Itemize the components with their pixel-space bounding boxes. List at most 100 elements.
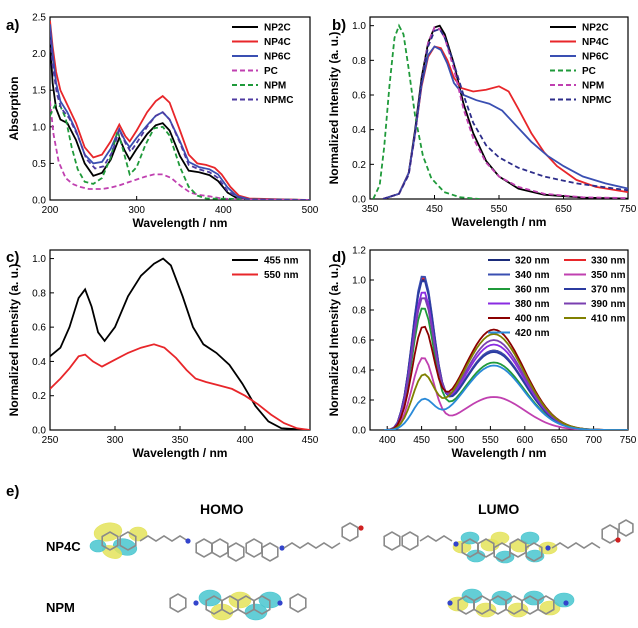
- legend-entry: 420 nm: [515, 328, 550, 339]
- orbital-lobe: [475, 602, 497, 618]
- legend-entry: NP6C: [264, 52, 291, 63]
- ring-bond: [401, 531, 419, 551]
- x-tick-label: 700: [585, 435, 602, 446]
- x-tick-label: 400: [379, 435, 396, 446]
- x-tick-label: 250: [42, 435, 59, 446]
- x-tick-label: 350: [362, 204, 379, 215]
- series-line-pc: [50, 101, 310, 200]
- orbital-lobe: [490, 531, 510, 545]
- y-tick-label: 0.6: [352, 336, 366, 347]
- y-axis-title: Absorption: [7, 77, 21, 141]
- x-tick-label: 550: [491, 204, 508, 215]
- chart-panel-c: 250 300 350 400 450 0.0 0.2 0.4 0.6 0.8 1.0 Wavelen…: [7, 249, 319, 460]
- y-tick-label: 2.5: [32, 13, 46, 24]
- legend-entry: NP2C: [264, 23, 291, 34]
- heteroatom: [447, 600, 453, 606]
- legend-entry: PC: [264, 66, 278, 77]
- y-tick-label: 0.4: [32, 357, 46, 368]
- y-tick-label: 2.0: [32, 49, 46, 60]
- y-tick-label: 0.2: [32, 391, 46, 402]
- x-axis-title: Wavelength / nm: [452, 215, 547, 229]
- ring-bond: [341, 522, 359, 542]
- np4c-lumo-orbital: [383, 519, 634, 564]
- y-axis-title: Normalized Intensity (a. u.): [327, 264, 341, 417]
- heteroatom: [563, 600, 569, 606]
- y-tick-label: 1.0: [352, 21, 366, 32]
- legend-entry: NP6C: [582, 52, 609, 63]
- y-tick-label: 1.0: [32, 122, 46, 133]
- legend-entry: PC: [582, 66, 596, 77]
- ring-bond: [169, 593, 187, 613]
- ring-bond: [119, 531, 137, 551]
- plot-frame: [49, 16, 311, 201]
- panel-label-d: d): [332, 249, 346, 266]
- ring-bond: [253, 595, 271, 615]
- series-line-npmc: [382, 28, 628, 199]
- x-tick-label: 600: [516, 435, 533, 446]
- chart-panel-d: 400 450 500 550 600 650 700 750 0.0 0.2 0.4 0.6 0.8 1…: [327, 246, 637, 461]
- y-tick-label: 0.0: [352, 195, 366, 206]
- orbital-lobe: [507, 602, 529, 618]
- series-group: [50, 20, 310, 200]
- y-tick-label: 0.6: [352, 91, 366, 102]
- orbital-lobe: [520, 531, 540, 545]
- heteroatom: [545, 545, 551, 551]
- y-tick-label: 0.5: [32, 159, 46, 170]
- heteroatom: [185, 538, 191, 544]
- series-line-npmc: [50, 31, 310, 200]
- series-line-550-nm: [50, 343, 310, 430]
- row-label-npm: NPM: [46, 600, 75, 615]
- series-group: [372, 23, 628, 199]
- ring-bond: [101, 531, 119, 551]
- chain-bond: [419, 535, 453, 542]
- ring-bond: [601, 524, 619, 544]
- y-tick-label: 1.0: [352, 276, 366, 287]
- ring-bond: [261, 542, 279, 562]
- ring-bond: [227, 542, 245, 562]
- y-tick-label: 0.4: [352, 366, 366, 377]
- series-line-410-nm: [383, 333, 628, 430]
- legend-entry: 380 nm: [515, 299, 550, 310]
- x-tick-label: 400: [237, 435, 254, 446]
- legend-entry: NP4C: [582, 37, 609, 48]
- ring-bond: [477, 538, 495, 558]
- ring-bond: [525, 542, 543, 562]
- legend-entry: 360 nm: [515, 285, 550, 296]
- ring-bond: [245, 538, 263, 558]
- x-tick-label: 500: [302, 205, 319, 216]
- orbital-lobe: [93, 522, 123, 542]
- x-tick-label: 450: [302, 435, 319, 446]
- x-tick-label: 650: [551, 435, 568, 446]
- series-line-455-nm: [50, 257, 310, 430]
- orbital-panel-e: HOMO LUMO NP4C NPM: [46, 501, 634, 621]
- legend-entry: NPM: [264, 81, 286, 92]
- ring-bond: [289, 593, 307, 613]
- x-tick-label: 450: [426, 204, 443, 215]
- y-tick-label: 0.8: [32, 288, 46, 299]
- x-tick-label: 300: [107, 435, 124, 446]
- series-line-360-nm: [383, 307, 628, 430]
- legend-entry: NPMC: [264, 95, 293, 106]
- x-tick-label: 750: [620, 204, 637, 215]
- panel-label-a: a): [6, 17, 19, 34]
- legend-entry: NPMC: [582, 95, 611, 106]
- y-tick-label: 0.2: [352, 160, 366, 171]
- y-tick-label: 0.0: [32, 196, 46, 207]
- ring-bond: [383, 531, 401, 551]
- legend-entry: NP4C: [264, 37, 291, 48]
- legend-entry: NPM: [582, 81, 604, 92]
- orbital-lobe: [539, 600, 561, 616]
- legend-entry: 410 nm: [591, 314, 626, 325]
- chart-panel-a: 200 300 400 500 0.0 0.5 1.0 1.5 2.0 2.5 Wavelength…: [7, 13, 319, 231]
- x-tick-label: 650: [555, 204, 572, 215]
- series-line-350-nm: [383, 357, 628, 430]
- lumo-header: LUMO: [478, 501, 519, 517]
- heteroatom: [615, 537, 621, 543]
- npm-homo-orbital: [169, 589, 307, 621]
- legend-entry: 350 nm: [591, 270, 626, 281]
- legend-entry: NP2C: [582, 23, 609, 34]
- chain-bond: [139, 535, 189, 542]
- x-tick-label: 450: [413, 435, 430, 446]
- ring-bond: [537, 595, 555, 615]
